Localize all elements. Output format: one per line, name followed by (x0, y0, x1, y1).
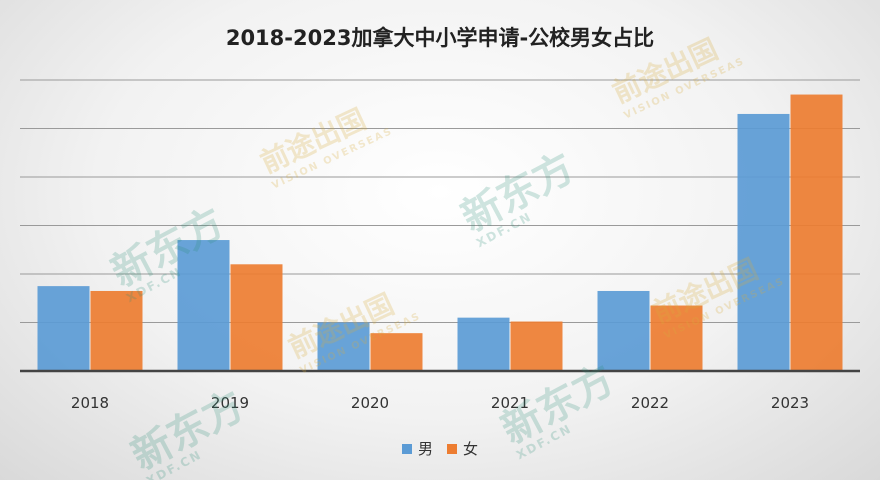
x-tick-label: 2020 (351, 394, 389, 412)
bar-male-2018 (37, 286, 90, 371)
chart-legend: 男 女 (0, 438, 880, 459)
bar-female-2020 (370, 333, 423, 371)
bar-female-2022 (650, 305, 703, 371)
legend-item-male: 男 (401, 438, 433, 459)
bar-male-2022 (597, 290, 650, 371)
bar-female-2023 (790, 94, 843, 372)
x-tick-label: 2022 (631, 394, 669, 412)
bar-male-2019 (177, 240, 230, 371)
chart-title: 2018-2023加拿大中小学申请-公校男女占比 (225, 26, 655, 50)
x-tick-label: 2023 (771, 394, 809, 412)
bar-female-2018 (90, 290, 143, 371)
bar-male-2021 (457, 317, 510, 371)
legend-label-female: 女 (463, 440, 479, 458)
x-tick-label: 2019 (211, 394, 249, 412)
bar-male-2020 (317, 322, 370, 371)
bar-female-2019 (230, 264, 283, 371)
legend-label-male: 男 (417, 440, 433, 458)
bar-female-2021 (510, 321, 563, 371)
legend-swatch-female (447, 443, 457, 454)
x-tick-label: 2018 (71, 394, 109, 412)
legend-item-female: 女 (447, 438, 478, 459)
bar-male-2023 (737, 113, 790, 371)
legend-swatch-male (401, 443, 412, 454)
x-tick-label: 2021 (491, 394, 529, 412)
